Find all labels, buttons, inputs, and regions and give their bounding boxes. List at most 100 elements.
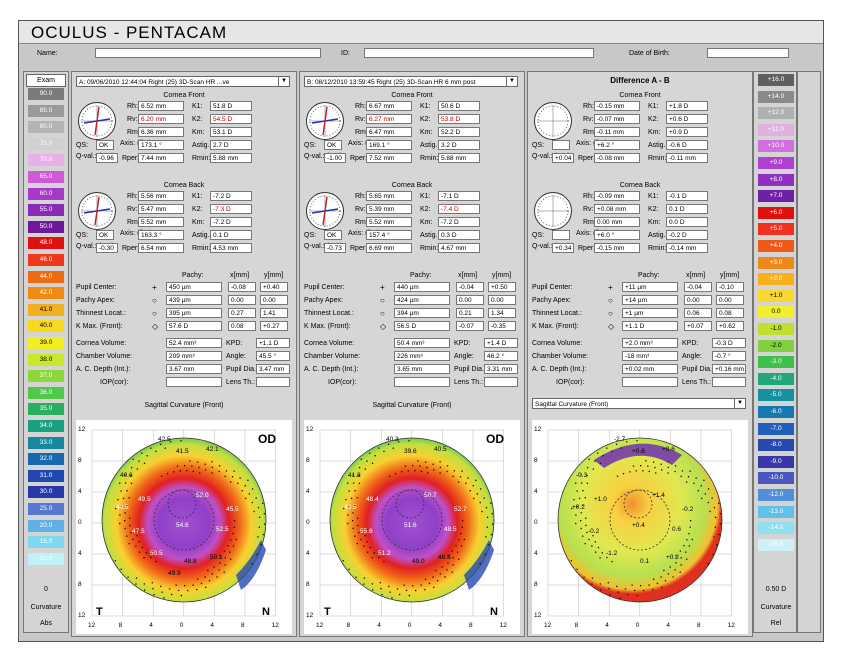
exam-selector[interactable]: A: 09/06/2010 12:44:04 Right (25) 3D-Sca… [76,76,290,87]
km-value: -7.2 D [438,217,480,227]
qs-label: QS: [532,142,545,149]
map-value-label: 40.3 [386,436,399,443]
chamber_volume-label: Chamber Volume: [304,353,361,360]
dropdown-arrow-icon[interactable]: ▼ [506,77,517,86]
astig-label: Astig.: [648,142,668,149]
exam-selector[interactable]: B: 08/12/2010 13:59:45 Right (25) 3D-Sca… [304,76,518,87]
map-value-label: 42.1 [206,446,219,453]
kpd-label: KPD: [682,340,699,347]
scale-swatch: 75.0 [28,137,64,150]
chamber_volume-value: 226 mm³ [394,351,450,361]
rh-value: 5.56 mm [138,191,184,201]
topography-map[interactable]: -2.7 +0.6 +0.6 -0.3 +0.2 +1.0 +1.4 -0.2 -0.2 +0.4… [532,420,748,634]
axis-compass-graphic [309,195,341,227]
lens-label: Lens Th.: [682,379,712,386]
pachy-marker-icon[interactable]: + [380,283,385,292]
qs-label: QS: [76,232,89,239]
km-label: Km: [648,129,661,136]
scale-swatch: 65.0 [28,171,64,183]
rh-value: 6.67 mm [366,101,412,111]
map-value-label: 46.3 [438,554,451,561]
diff-scale-mode-label[interactable]: Curvature [760,604,792,611]
axis-compass-back [78,192,116,230]
cornea-back-title: Cornea Back [391,182,433,189]
pachy-marker-icon[interactable]: + [608,283,613,292]
x-axis-tick: 8 [574,622,579,629]
topography-map[interactable]: 42.5 41.5 42.1 40.6 44.5 49.5 52.0 45.5 47.5 54.6… [76,420,292,634]
pachy-value: 56.5 D [394,321,450,331]
axis-value: 157.4 ° [366,230,412,240]
id-field[interactable] [364,48,594,58]
name-field[interactable] [95,48,321,58]
dob-label: Date of Birth: [629,50,670,57]
scale-swatch: -9.0 [758,455,794,468]
dropdown-arrow-icon[interactable]: ▼ [278,77,289,86]
map-type-selector[interactable]: Sagittal Curvature (Front) ▼ [532,398,746,409]
map-value-label: 52.5 [216,526,229,533]
pupil-value: 3.47 mm [256,364,290,374]
pupil-value: +0.16 mm [712,364,746,374]
axis-label: Axis: (flat) [576,230,608,237]
dob-field[interactable] [707,48,789,58]
map-value-label: 41.8 [348,472,361,479]
x-axis-tick: 4 [377,622,381,629]
y-axis-tick: 4 [306,550,310,557]
map-value-label: 48.8 [184,558,197,565]
pupil-value: 3.31 mm [484,364,518,374]
angle-value: -0.7 ° [712,351,746,361]
pachy-x: +0.07 [684,321,712,331]
pachy-marker-icon[interactable]: ○ [152,296,157,305]
rmin-value: -0.14 mm [666,243,708,253]
km-label: Km: [648,219,661,226]
eye-label: OD [258,432,276,446]
km-value: 53.1 D [210,127,252,137]
pupil-label: Pupil Dia.: [226,366,258,373]
x-axis-tick: 12 [499,622,507,629]
scale-swatch: 39.0 [28,337,64,349]
pachy-marker-icon[interactable]: ○ [152,309,157,318]
diff-scale-rel-label[interactable]: Rel [770,620,782,627]
scale-swatch: 50.0 [28,220,64,233]
rv-label: Rv: [583,116,594,123]
qs-label: QS: [304,232,317,239]
x-axis-tick: 4 [605,622,609,629]
rm-value: 5.52 mm [366,217,412,227]
k2-label: K2: [648,206,659,213]
scale-swatch: 30.0 [28,486,64,499]
cornea_volume-label: Cornea Volume: [532,340,583,347]
map-title: Sagittal Curvature (Front) [372,402,452,409]
pachy-marker-icon[interactable]: ◇ [152,322,159,331]
scale-mode-label[interactable]: Curvature [30,604,62,611]
pachy-marker-icon[interactable]: ◇ [608,322,615,331]
topography-map[interactable]: 40.3 39.6 40.5 41.8 43.5 48.4 50.7 52.7 55.6 51.6… [304,420,520,634]
pachy-marker-icon[interactable]: ○ [380,296,385,305]
right-scrollbar[interactable] [797,71,821,633]
map-value-label: 50.1 [210,554,223,561]
map-value-label: -2.7 [614,436,626,443]
scale-abs-label[interactable]: Abs [39,620,53,627]
cornea-back-title: Cornea Back [619,182,661,189]
map-value-label: 47.5 [132,528,145,535]
exam-scale-header[interactable]: Exam [26,74,66,87]
scale-swatch: +1.0 [758,289,794,302]
pachy-row-label: Pupil Center: [304,284,345,291]
pachy-marker-icon[interactable]: ○ [380,309,385,318]
scale-swatch: 42.0 [28,287,64,300]
pachy-x: 0.27 [228,308,256,318]
pachy-marker-icon[interactable]: + [152,283,157,292]
astig-label: Astig.: [420,232,440,239]
chamber_volume-label: Chamber Volume: [532,353,589,360]
qval-label: Q-val.: (30°) [304,243,342,250]
pachy-marker-icon[interactable]: ◇ [380,322,387,331]
angle-label: Angle: [454,353,474,360]
y-axis-tick: 12 [534,426,542,433]
dropdown-arrow-icon[interactable]: ▼ [734,399,745,408]
k2-label: K2: [420,206,431,213]
rper-label: Rper: [578,245,596,252]
pachy-marker-icon[interactable]: ○ [608,309,613,318]
topography-map-graphic [547,429,732,617]
pachy-value: 439 µm [166,295,222,305]
axis-compass-graphic [81,195,113,227]
pachy-marker-icon[interactable]: ○ [608,296,613,305]
map-type-text: Sagittal Curvature (Front) [535,401,609,408]
